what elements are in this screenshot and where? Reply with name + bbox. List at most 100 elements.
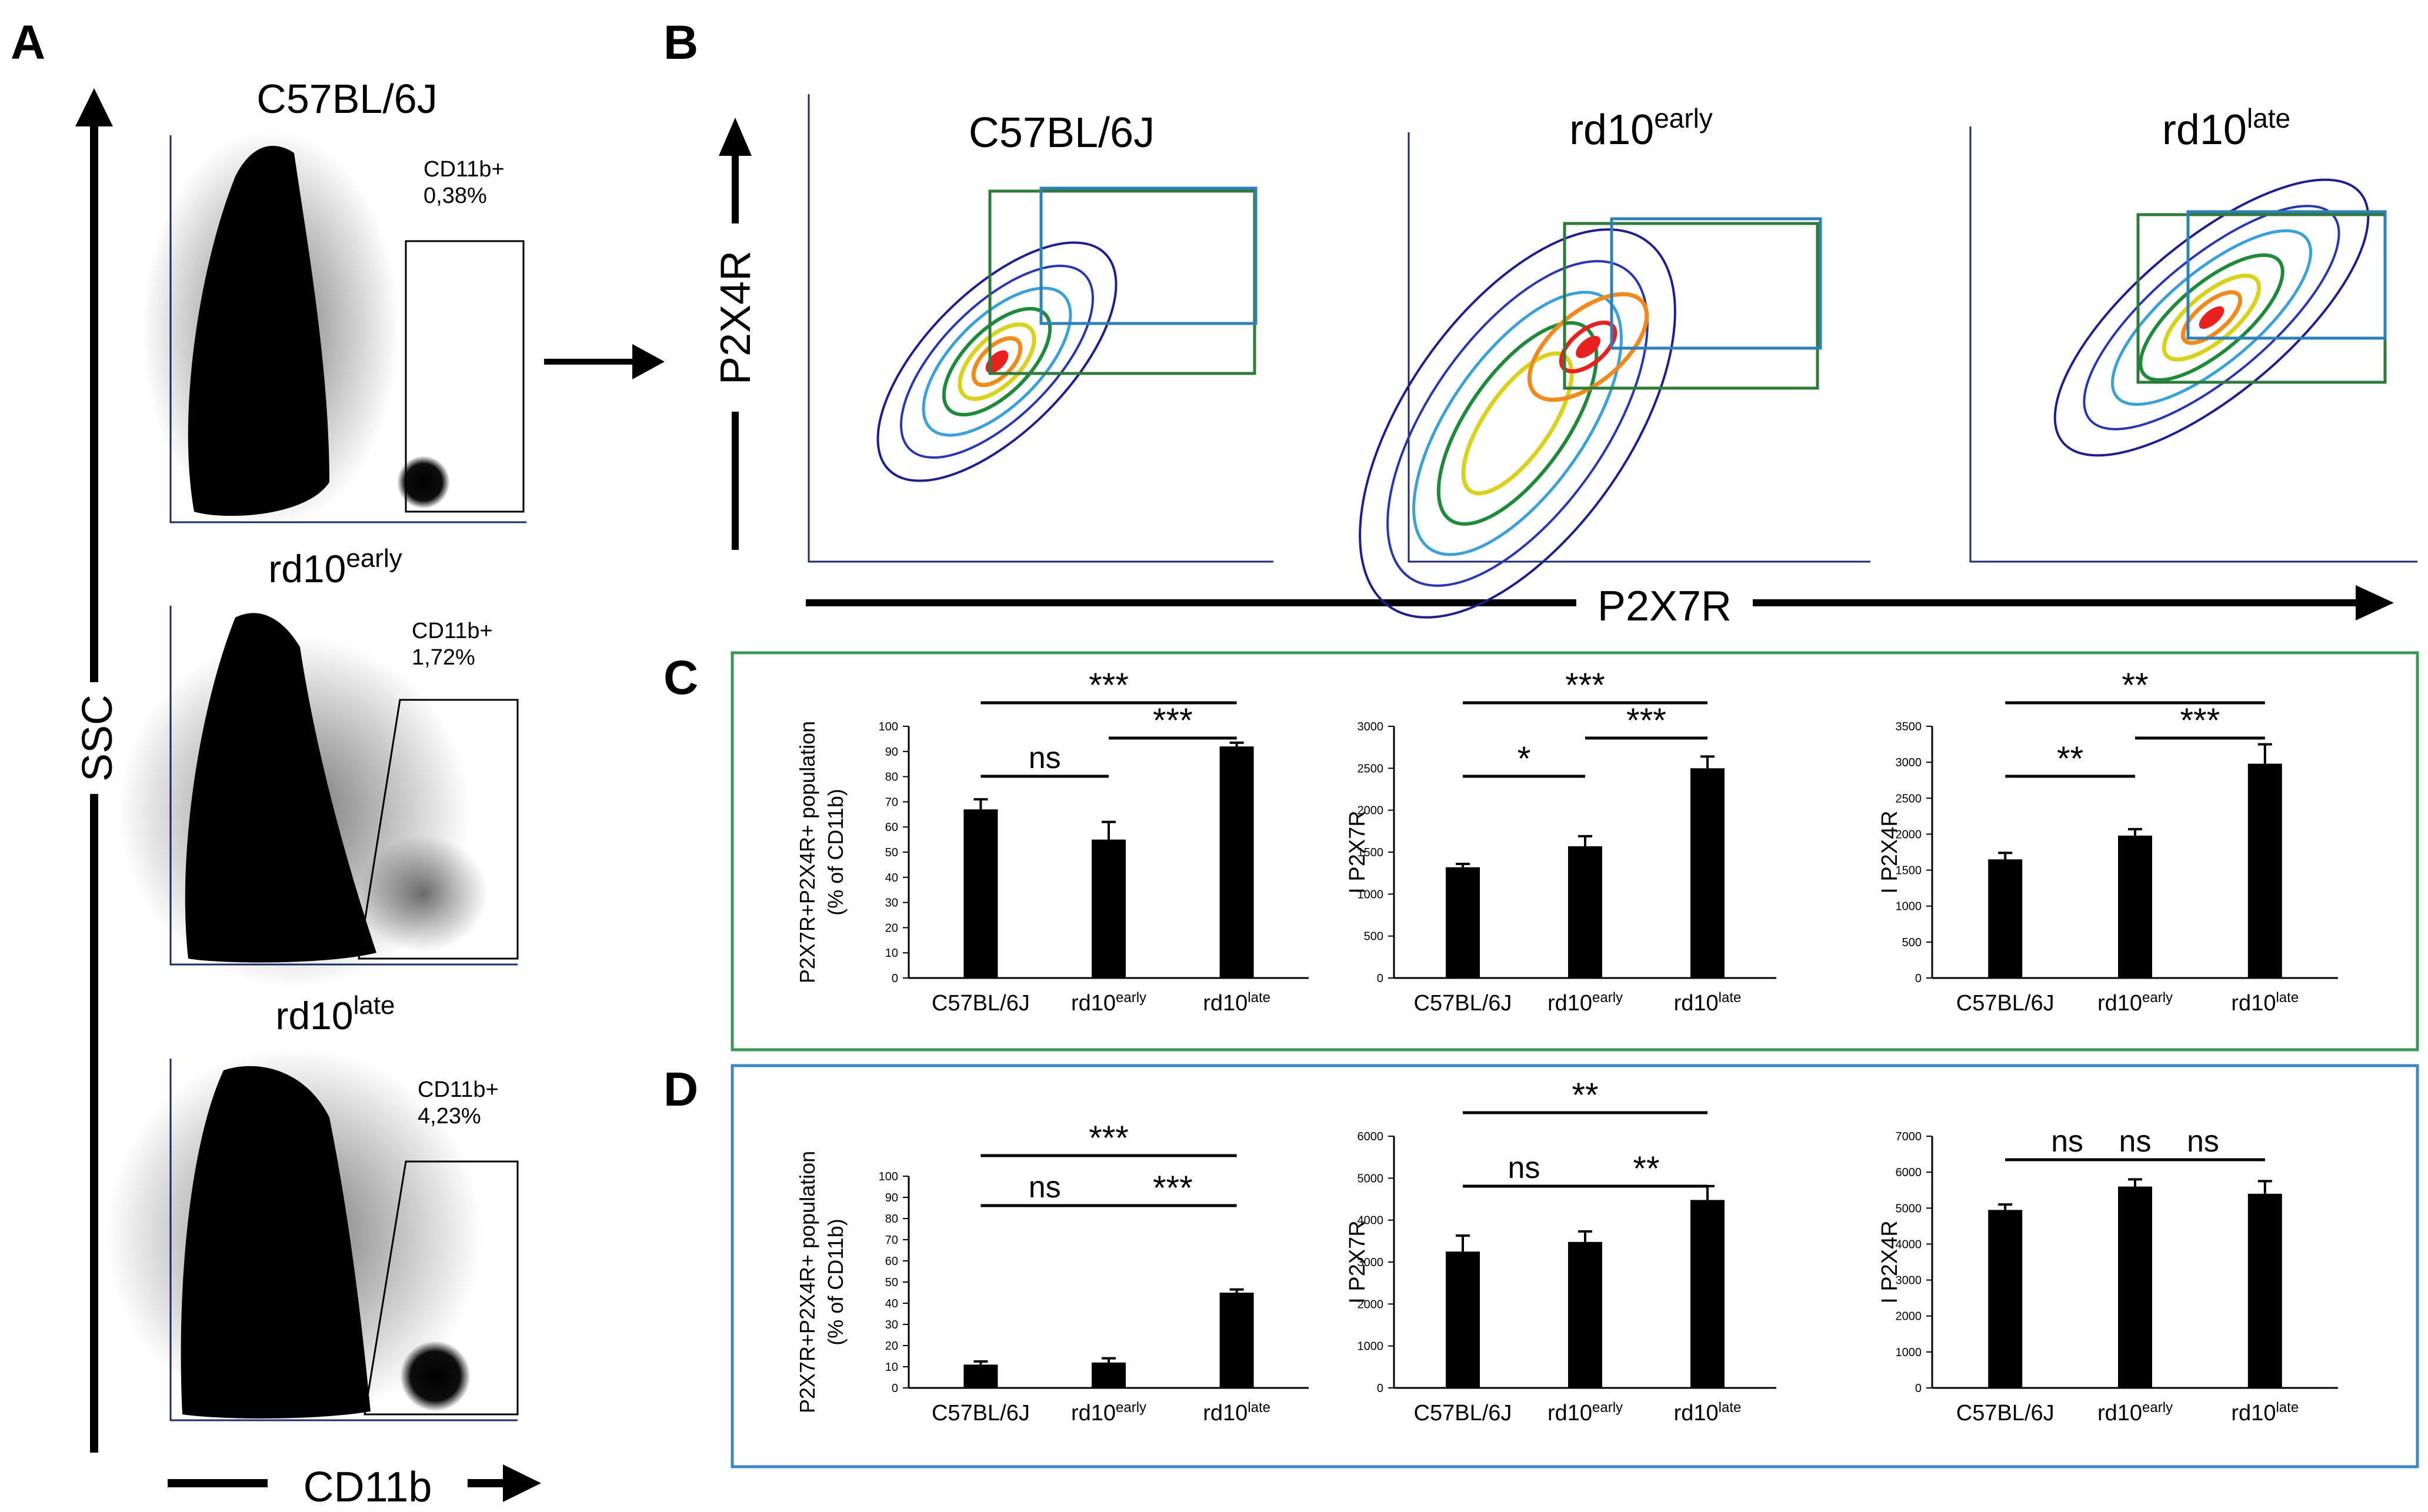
y-tick-label: 3000 [1896,756,1922,769]
y-axis-label-line1: P2X7R+P2X4R+ population [795,1151,819,1413]
y-tick-label: 0 [1915,972,1922,985]
y-tick-label: 5000 [1896,1202,1922,1215]
significance-label: *** [1089,666,1129,705]
y-tick-label: 40 [885,872,898,884]
y-tick-label: 60 [885,1255,898,1268]
y-tick-label: 1500 [1896,865,1922,877]
category-label: rd10early [2097,1400,2173,1426]
y-axis-label-line2: (% of CD11b) [823,789,848,915]
bar [1690,768,1725,978]
green-gate [1563,222,1819,390]
y-tick-label: 6000 [1358,1130,1384,1143]
y-tick-label: 20 [885,922,898,934]
plot-title: C57BL/6J [969,109,1155,156]
significance-label: *** [1626,702,1666,740]
bar [2118,1186,2152,1388]
plot-title: rd10late [2162,103,2290,153]
plot-title: rd10early [268,544,402,590]
category-label: rd10early [1071,990,1146,1016]
scatter-plot-c57: C57BL/6J CD11b+ 0,38% [141,76,526,529]
bar [1092,1362,1126,1388]
significance-label: ** [1572,1076,1598,1114]
bar [2247,1193,2282,1388]
category-label: rd10early [1071,1400,1146,1426]
category-label: rd10late [1203,990,1270,1016]
a-to-b-arrow-head [632,344,665,379]
panel-letter-b: B [663,16,698,69]
y-tick-label: 0 [892,1382,898,1395]
bar [1568,846,1602,978]
significance-label: ns [2187,1124,2219,1159]
ssc-arrow-head [75,88,113,126]
p2x7r-arrow-head [2356,585,2394,620]
significance-label: *** [1565,666,1605,705]
y-tick-label: 2000 [1358,805,1384,817]
bar-chart-c-p2x7r: 0 500 1000 1500 2000 2500 3000 I P2X7R C57BL/6J r… [1345,666,1776,1016]
y-tick-label: 1000 [1896,900,1922,913]
y-tick-label: 6000 [1896,1166,1922,1179]
significance-label: ns [2119,1124,2152,1159]
green-gate [988,189,1256,375]
y-tick-label: 1000 [1896,1346,1922,1359]
category-label: rd10late [2231,1400,2299,1426]
plot-title: rd10early [1569,103,1713,153]
scatter-plot-rd10-early: rd10early CD11b+ 1,72% [118,544,519,988]
category-label: rd10late [1674,990,1742,1016]
p2x7r-axis-label: P2X7R [1597,583,1732,630]
significance-label: *** [1153,702,1193,740]
category-label: rd10late [1203,1400,1270,1426]
bar-chart-c-population: 0 10 20 30 40 50 60 70 80 90 100 P2X7R+P2X4R+ popul… [795,666,1309,1016]
bar [1219,1293,1254,1388]
y-tick-label: 0 [1915,1382,1922,1395]
y-axis-label: I P2X4R [1877,810,1902,894]
significance-label: * [1518,740,1531,778]
y-tick-label: 90 [885,1191,898,1204]
contour-plot-rd10-late: rd10late [1969,103,2417,563]
significance-label: ** [2122,666,2148,705]
category-label: rd10late [2231,990,2299,1016]
contour-plot-rd10-early: rd10early [1359,103,1870,619]
p2x4r-axis-label: P2X4R [712,251,759,385]
y-tick-label: 30 [885,897,898,910]
y-tick-label: 500 [1902,936,1922,949]
y-tick-label: 40 [885,1297,898,1310]
significance-label: *** [1089,1119,1129,1157]
cd11b-axis-label: CD11b [304,1464,432,1511]
y-tick-label: 3500 [1896,720,1922,733]
y-tick-label: 2000 [1896,1310,1922,1323]
y-tick-label: 20 [885,1340,898,1353]
cd11b-arrow-head [503,1464,541,1502]
bar [1568,1241,1602,1388]
gate-value: 4,23% [418,1104,481,1129]
y-tick-label: 60 [885,821,898,834]
significance-label: ns [1029,1170,1061,1204]
y-tick-label: 70 [885,796,898,809]
significance-label: *** [2180,702,2220,740]
cd11b-gate [405,240,525,513]
y-tick-label: 1000 [1358,888,1384,901]
y-tick-label: 4000 [1896,1238,1922,1251]
bar-chart-d-population: 0 10 20 30 40 50 60 70 80 90 100 P2X7R+P2X4R+ popul… [795,1119,1309,1426]
y-tick-label: 2500 [1358,762,1384,775]
bar [1219,746,1254,978]
panel-a: SSC CD11b C57BL/6J CD11b+ 0,38% rd10earl… [71,76,665,1511]
bar [1446,1251,1480,1388]
y-tick-label: 10 [885,947,898,960]
y-tick-label: 0 [1377,1382,1383,1395]
bar [1092,839,1126,978]
y-tick-label: 3000 [1896,1274,1922,1287]
blue-gate [2186,210,2387,340]
category-label: C57BL/6J [1956,991,2055,1016]
y-tick-label: 500 [1364,930,1383,943]
y-tick-label: 30 [885,1319,898,1331]
significance-label: ** [1633,1150,1659,1188]
category-label: C57BL/6J [1956,1401,2055,1426]
significance-label: ** [2057,740,2083,778]
category-label: rd10early [1547,1400,1623,1426]
significance-label: ns [2051,1124,2083,1159]
y-tick-label: 50 [885,846,898,859]
scatter-plot-rd10-late: rd10late CD11b+ 4,23% [106,991,519,1423]
y-tick-label: 10 [885,1361,898,1374]
y-tick-label: 0 [892,972,898,985]
bar [2118,835,2152,978]
